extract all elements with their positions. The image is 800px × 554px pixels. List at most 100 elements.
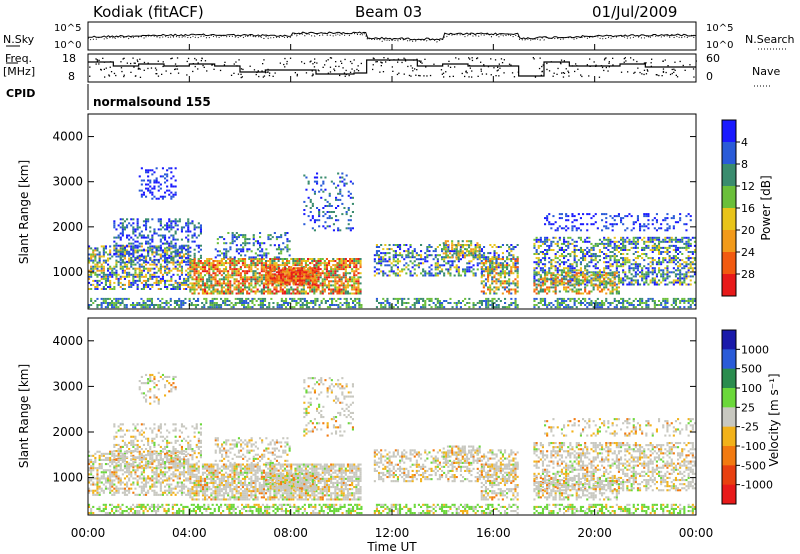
range-cell: [382, 260, 385, 263]
range-cell: [288, 260, 291, 262]
range-cell: [482, 286, 485, 289]
range-cell: [164, 267, 167, 270]
range-cell: [147, 187, 150, 190]
range-cell: [495, 272, 498, 275]
range-cell: [384, 306, 387, 309]
range-cell: [330, 180, 333, 183]
range-cell: [168, 279, 171, 282]
range-cell: [247, 297, 250, 300]
range-cell: [102, 251, 105, 254]
range-cell: [102, 247, 105, 250]
range-cell: [121, 247, 124, 250]
range-cell: [149, 230, 152, 233]
range-cell: [189, 260, 192, 262]
range-cell: [138, 265, 141, 268]
range-cell: [658, 300, 661, 302]
range-cell: [478, 246, 481, 249]
range-cell: [132, 302, 135, 304]
range-cell: [514, 246, 517, 248]
range-cell: [225, 266, 228, 269]
range-cell: [134, 240, 137, 243]
range-cell: [220, 278, 223, 281]
range-cell: [153, 195, 156, 198]
range-cell: [178, 263, 181, 266]
nave-dot: [100, 69, 102, 71]
range-cell: [151, 273, 154, 276]
range-cell: [134, 228, 137, 231]
range-cell: [88, 304, 91, 306]
range-cell: [596, 244, 599, 247]
range-cell: [489, 260, 492, 262]
range-cell: [449, 297, 452, 300]
range-cell: [123, 277, 126, 280]
nave-dot: [237, 73, 240, 75]
range-cell: [611, 265, 614, 268]
range-cell: [666, 300, 669, 302]
range-cell: [303, 304, 306, 306]
range-cell: [197, 292, 200, 295]
range-cell: [267, 277, 270, 280]
range-cell: [535, 236, 538, 239]
range-cell: [151, 234, 154, 237]
range-cell: [478, 248, 481, 251]
range-cell: [275, 292, 278, 295]
range-cell: [359, 292, 362, 295]
range-cell: [100, 255, 103, 258]
range-cell: [386, 248, 389, 251]
range-cell: [151, 260, 154, 263]
range-cell: [98, 273, 101, 276]
range-cell: [193, 292, 196, 295]
range-cell: [193, 268, 196, 271]
range-cell: [558, 246, 561, 249]
range-cell: [301, 306, 304, 309]
range-cell: [495, 260, 498, 262]
range-cell: [164, 258, 167, 261]
range-cell: [626, 306, 629, 309]
range-cell: [145, 255, 148, 258]
range-cell: [187, 228, 190, 231]
range-cell: [332, 258, 335, 260]
range-cell: [113, 302, 116, 304]
range-cell: [539, 259, 542, 262]
range-cell: [344, 284, 347, 287]
range-cell: [375, 262, 378, 265]
range-cell: [355, 292, 358, 295]
range-cell: [212, 270, 215, 273]
range-cell: [565, 300, 568, 302]
range-cell: [147, 220, 150, 223]
range-cell: [317, 260, 320, 262]
range-cell: [239, 276, 242, 279]
range-cell: [153, 275, 156, 278]
nave-dot: [108, 74, 110, 76]
nave-dot: [608, 62, 610, 64]
range-cell: [88, 277, 91, 280]
range-cell: [544, 302, 547, 304]
range-cell: [201, 284, 204, 287]
range-cell: [115, 248, 118, 251]
range-cell: [281, 262, 284, 265]
range-cell: [136, 244, 139, 247]
range-cell: [164, 177, 167, 180]
range-cell: [225, 274, 228, 277]
range-cell: [592, 279, 595, 282]
nave-dot: [240, 73, 242, 75]
range-cell: [170, 224, 173, 227]
range-cell: [535, 267, 538, 270]
nave-dot: [546, 68, 548, 71]
range-cell: [172, 244, 175, 247]
range-cell: [248, 286, 251, 289]
range-cell: [159, 222, 162, 225]
range-cell: [303, 279, 306, 282]
range-cell: [340, 292, 343, 295]
range-cell: [174, 249, 177, 252]
nave-dot: [493, 67, 495, 69]
range-cell: [207, 306, 210, 309]
range-cell: [222, 278, 225, 281]
range-cell: [546, 244, 549, 247]
range-cell: [311, 260, 314, 262]
range-cell: [297, 273, 300, 276]
range-cell: [96, 249, 99, 252]
range-cell: [244, 274, 247, 277]
range-cell: [157, 246, 160, 249]
range-cell: [342, 290, 345, 293]
